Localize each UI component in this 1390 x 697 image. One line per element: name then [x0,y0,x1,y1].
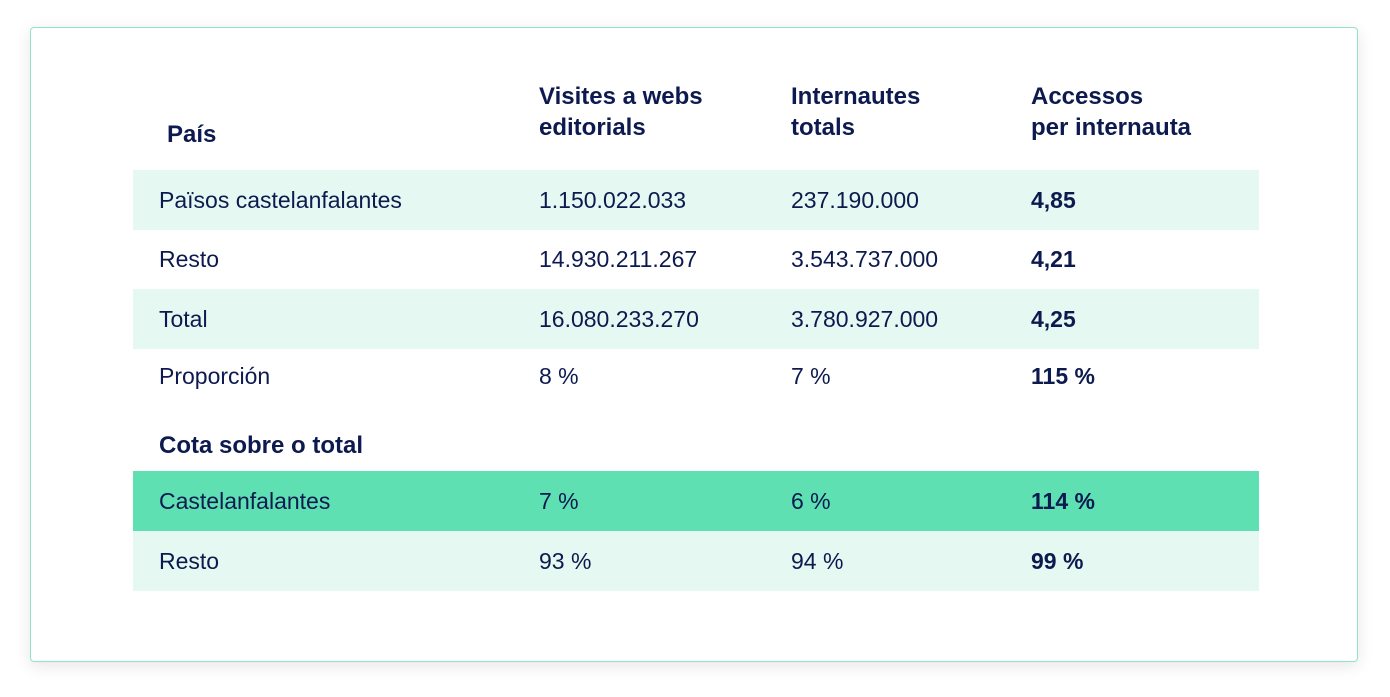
table-row: Resto 93 % 94 % 99 % [133,531,1259,591]
row-users: 94 % [791,548,844,574]
row-visits: 14.930.211.267 [539,246,698,272]
row-access: 99 % [1031,548,1084,574]
row-label: Resto [159,246,220,272]
header-access: Accessos per internauta [1031,83,1192,141]
table-row: Proporción 8 % 7 % 115 % [133,346,1259,406]
row-access: 4,85 [1031,187,1076,213]
header-country: País [167,121,217,148]
row-access: 114 % [1031,488,1095,514]
table-row: Resto 14.930.211.267 3.543.737.000 4,21 [133,229,1259,289]
row-visits: 8 % [539,363,579,389]
table-row: Total 16.080.233.270 3.780.927.000 4,25 [133,289,1259,349]
header-users: Internautes totals [791,83,921,141]
row-access: 4,21 [1031,246,1076,272]
row-users: 3.780.927.000 [791,306,939,332]
row-visits: 7 % [539,488,579,514]
row-access: 4,25 [1031,306,1076,332]
row-label: Total [159,306,208,332]
row-users: 3.543.737.000 [791,246,939,272]
row-users: 6 % [791,488,831,514]
row-users: 237.190.000 [791,187,919,213]
table-row-highlight: Castelanfalantes 7 % 6 % 114 % [133,471,1259,531]
row-access: 115 % [1031,363,1095,389]
row-visits: 16.080.233.270 [539,306,699,332]
row-label: Països castelanfalantes [159,187,402,213]
row-users: 7 % [791,363,831,389]
row-label: Castelanfalantes [159,488,331,514]
header-visits: Visites a webs editorials [539,83,703,141]
row-visits: 93 % [539,548,592,574]
section-title: Cota sobre o total [159,432,364,459]
row-visits: 1.150.022.033 [539,187,687,213]
row-label: Resto [159,548,220,574]
table-row: Països castelanfalantes 1.150.022.033 23… [133,170,1259,230]
table-card: País Visites a webs editorials Internaut… [30,27,1358,662]
row-label: Proporción [159,363,271,389]
